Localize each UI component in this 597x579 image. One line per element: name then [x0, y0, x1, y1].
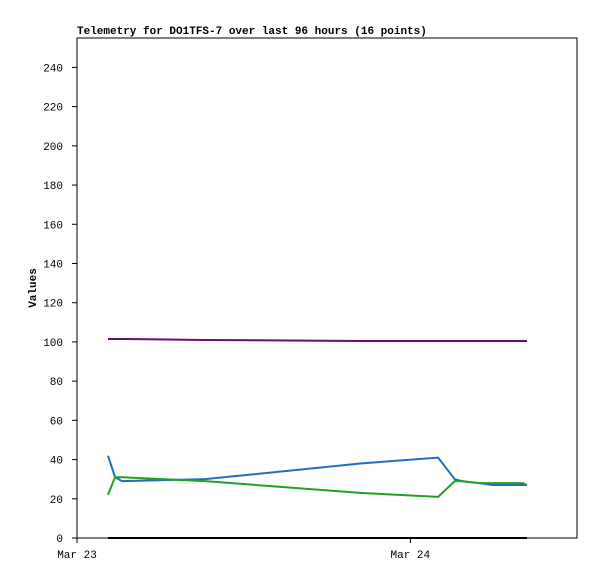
y-tick-label: 40	[50, 456, 63, 468]
series-line	[107, 337, 527, 342]
x-tick-label: Mar 23	[57, 550, 97, 562]
y-axis-label: Values	[28, 268, 40, 308]
y-tick-label: 20	[50, 495, 63, 507]
y-tick-label: 180	[43, 181, 63, 193]
x-tick-label: Mar 24	[391, 550, 431, 562]
chart-title: Telemetry for DO1TFS-7 over last 96 hour…	[77, 26, 427, 38]
y-tick-label: 80	[50, 377, 63, 389]
y-tick-label: 60	[50, 416, 63, 428]
y-tick-label: 200	[43, 142, 63, 154]
y-tick-label: 120	[43, 299, 63, 311]
y-tick-label: 160	[43, 220, 63, 232]
y-tick-label: 100	[43, 338, 63, 350]
y-tick-label: 220	[43, 103, 63, 115]
y-tick-label: 140	[43, 259, 63, 271]
series-line	[107, 476, 528, 498]
y-tick-label: 240	[43, 63, 63, 75]
y-tick-label: 0	[56, 534, 63, 546]
